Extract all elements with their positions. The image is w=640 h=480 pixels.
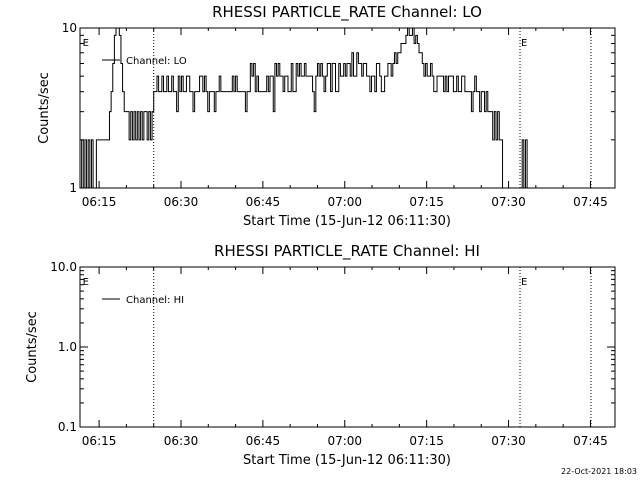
lo-event-marker: E	[83, 38, 89, 49]
hi-y-axis-label: Counts/sec	[25, 311, 40, 383]
hi-y-tick-label: 10.0	[50, 260, 77, 274]
hi-x-tick-label: 07:15	[409, 434, 444, 448]
lo-x-tick-label: 06:15	[82, 195, 117, 209]
lo-x-tick-label: 07:30	[491, 195, 526, 209]
hi-panel-title: RHESSI PARTICLE_RATE Channel: HI	[214, 242, 480, 261]
hi-event-marker: E	[521, 277, 527, 288]
hi-y-tick-label: 1.0	[58, 340, 77, 354]
lo-x-tick-label: 06:30	[164, 195, 199, 209]
lo-panel-title: RHESSI PARTICLE_RATE Channel: LO	[212, 3, 482, 22]
lo-x-tick-label: 07:15	[409, 195, 444, 209]
hi-x-tick-label: 07:45	[573, 434, 608, 448]
lo-x-tick-label: 06:45	[246, 195, 281, 209]
hi-x-tick-label: 06:45	[246, 434, 281, 448]
hi-y-tick-label: 0.1	[58, 420, 77, 434]
lo-y-axis-label: Counts/sec	[37, 72, 52, 144]
footer-timestamp: 22-Oct-2021 18:03	[561, 467, 637, 476]
lo-x-tick-label: 07:00	[327, 195, 362, 209]
lo-y-tick-label: 10	[62, 21, 77, 35]
hi-channel-panel: RHESSI PARTICLE_RATE Channel: HI Start T…	[25, 242, 616, 468]
hi-x-tick-label: 06:30	[164, 434, 199, 448]
hi-x-tick-label: 07:30	[491, 434, 526, 448]
lo-channel-panel: RHESSI PARTICLE_RATE Channel: LO Start T…	[37, 3, 616, 229]
lo-legend-label: Channel: LO	[126, 56, 187, 67]
lo-x-tick-label: 07:45	[573, 195, 608, 209]
lo-event-marker: E	[521, 38, 527, 49]
hi-x-tick-label: 06:15	[82, 434, 117, 448]
lo-series-line	[80, 27, 529, 189]
lo-x-axis-label: Start Time (15-Jun-12 06:11:30)	[243, 214, 451, 229]
lo-plot-frame	[79, 27, 616, 189]
hi-x-tick-label: 07:00	[327, 434, 362, 448]
hi-legend-label: Channel: HI	[126, 295, 184, 306]
lo-y-tick-label: 1	[69, 181, 77, 195]
hi-event-marker: E	[83, 277, 89, 288]
hi-x-axis-label: Start Time (15-Jun-12 06:11:30)	[243, 453, 451, 468]
